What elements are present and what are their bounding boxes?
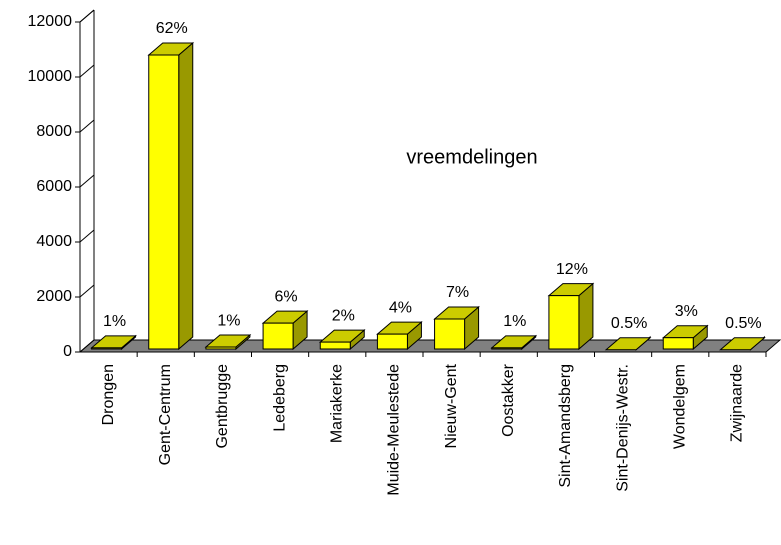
x-tick-label: Zwijnaarde [729, 364, 746, 442]
wall-tick [79, 229, 95, 243]
x-tick-label: Gentbrugge [214, 364, 231, 449]
annotation: vreemdelingen [406, 146, 537, 168]
bar-top [604, 337, 652, 351]
y-tick-label: 2000 [36, 288, 72, 305]
bar [376, 333, 408, 350]
bar [434, 318, 466, 350]
x-tick-label: Gent-Centrum [157, 364, 174, 465]
x-tick-label: Muide-Meulestede [386, 364, 403, 496]
share-label: 1% [103, 313, 126, 330]
wall-tick [79, 284, 95, 298]
bar [319, 341, 351, 350]
x-tick-label: Mariakerke [328, 364, 345, 443]
bar [662, 337, 694, 350]
x-tick-label: Wondelgem [671, 364, 688, 449]
share-label: 4% [389, 299, 412, 316]
bar-side [178, 41, 194, 351]
bar [148, 54, 180, 350]
y-tick-label: 0 [63, 343, 72, 360]
wall-tick [79, 119, 95, 133]
wall-tick [79, 339, 95, 353]
x-tick-label: Ledeberg [271, 364, 288, 432]
share-label: 0.5% [611, 315, 647, 332]
y-tick-label: 8000 [36, 123, 72, 140]
share-label: 2% [332, 307, 355, 324]
share-label: 0.5% [725, 315, 761, 332]
bar [205, 346, 237, 350]
x-tick-label: Sint-Amandsberg [557, 364, 574, 488]
x-tick-label: Sint-Denijs-Westr. [614, 364, 631, 492]
share-label: 7% [446, 284, 469, 301]
wall-tick [79, 9, 95, 23]
y-tick-label: 10000 [28, 68, 73, 85]
y-tick-label: 4000 [36, 233, 72, 250]
x-tick-label: Drongen [100, 364, 117, 425]
share-label: 1% [217, 312, 240, 329]
share-label: 12% [556, 261, 588, 278]
bar-top [719, 337, 766, 351]
y-tick-label: 12000 [28, 13, 73, 30]
bar [262, 322, 294, 350]
y-tick-label: 6000 [36, 178, 72, 195]
x-tick-label: Nieuw-Gent [443, 363, 460, 448]
share-label: 3% [675, 303, 698, 320]
wall-tick [79, 64, 95, 78]
share-label: 62% [156, 20, 188, 37]
x-tick-label: Oostakker [500, 363, 517, 437]
wall-tick [79, 174, 95, 188]
share-label: 1% [503, 313, 526, 330]
share-label: 6% [275, 288, 298, 305]
bar [91, 347, 123, 350]
bar [548, 295, 580, 350]
bar [491, 347, 523, 350]
